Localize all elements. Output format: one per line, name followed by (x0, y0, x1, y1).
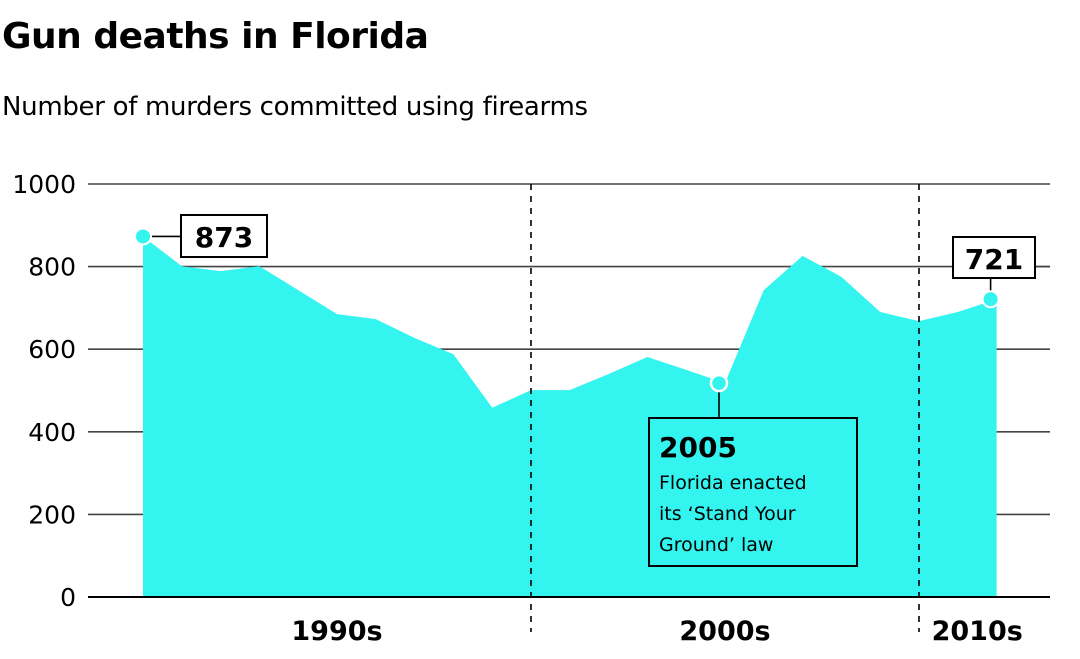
chart-subtitle: Number of murders committed using firear… (2, 92, 588, 122)
highlight-point-1990 (134, 227, 152, 246)
callout-value-873: 873 (195, 221, 253, 254)
decade-dividers (530, 184, 920, 632)
decade-label: 1990s (291, 616, 382, 647)
decade-label: 2000s (679, 616, 770, 647)
decade-labels: 1990s 2000s 2010s (291, 616, 1022, 647)
y-tick-label: 200 (28, 500, 76, 529)
callout-box-873 (180, 214, 268, 258)
area-layer (143, 236, 997, 597)
note-text-line: its ‘Stand Your (659, 503, 796, 525)
y-tick-label: 800 (28, 253, 76, 282)
y-tick-label: 1000 (12, 170, 76, 199)
y-tick-label: 0 (60, 583, 76, 612)
annotations: 873 721 2005 Florida enacted its ‘Stand Your… (134, 214, 1050, 567)
callout-value-721: 721 (965, 243, 1023, 276)
decade-label: 2010s (932, 616, 1023, 647)
chart-title: Gun deaths in Florida (2, 16, 429, 57)
note-year: 2005 (659, 431, 737, 464)
note-text-line: Ground’ law (659, 534, 773, 556)
y-tick-labels: 0 200 400 600 800 1000 (12, 170, 76, 612)
note-text-line: Florida enacted (659, 472, 807, 494)
y-tick-label: 400 (28, 418, 76, 447)
highlight-point-2012 (981, 290, 1000, 309)
y-tick-label: 600 (28, 335, 76, 364)
note-box-2005 (648, 417, 858, 567)
callout-box-721 (952, 236, 1036, 279)
highlight-point-2005 (709, 373, 729, 393)
series-area-gun-murders (143, 236, 997, 597)
